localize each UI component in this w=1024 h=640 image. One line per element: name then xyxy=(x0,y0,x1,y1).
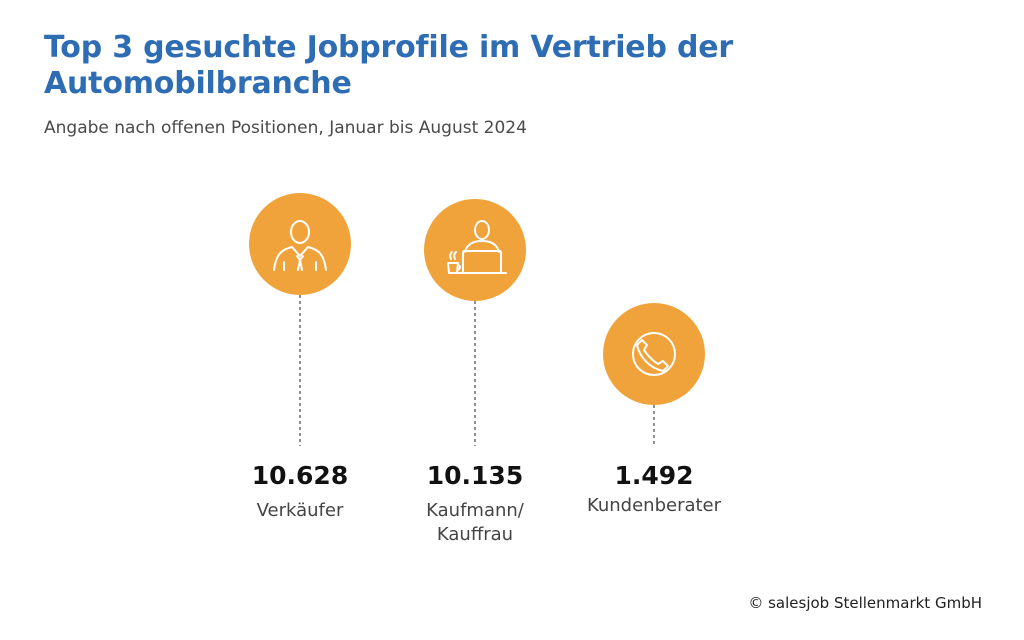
category-label: Kundenberater xyxy=(586,495,722,516)
category-label: Kaufmann/ Kauffrau xyxy=(426,500,524,545)
telephone-icon xyxy=(632,332,676,377)
value-label: 10.135 xyxy=(426,461,524,490)
category-label: Verkäufer xyxy=(256,500,344,521)
salesperson-icon xyxy=(273,220,327,271)
copyright-note: © salesjob Stellenmarkt GmbH xyxy=(748,594,982,612)
chart-subtitle: Angabe nach offenen Positionen, Januar b… xyxy=(44,118,527,138)
lollipop-circle xyxy=(603,303,705,406)
value-label: 1.492 xyxy=(614,461,694,490)
office-worker-laptop-icon xyxy=(447,219,507,274)
chart-title: Top 3 gesuchte Jobprofile im Vertrieb de… xyxy=(44,30,733,101)
value-label: 10.628 xyxy=(251,461,349,490)
